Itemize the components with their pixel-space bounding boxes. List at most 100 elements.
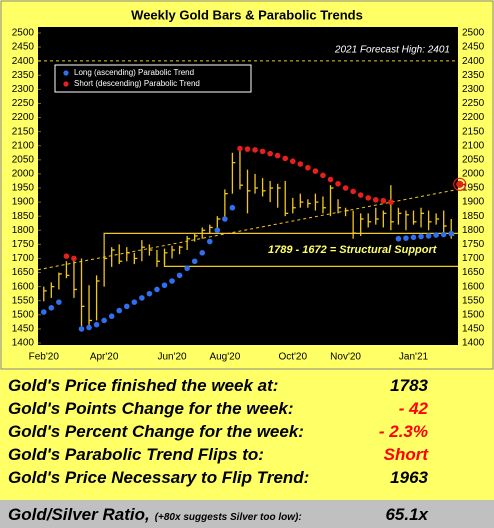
trend-dot <box>342 185 349 191</box>
price-bar <box>88 285 93 329</box>
y-tick-label: 2050 <box>12 154 35 165</box>
y-tick-label: 2000 <box>12 169 35 180</box>
trend-dot <box>335 180 341 187</box>
trend-dot <box>297 161 304 167</box>
stats-row: Gold/Silver Ratio, (+80x suggests Silver … <box>0 500 494 528</box>
trend-dot <box>312 168 319 174</box>
trend-dot <box>229 204 236 211</box>
y-tick-label-right: 1500 <box>462 309 485 320</box>
price-bar <box>443 210 447 236</box>
trend-dot <box>418 233 424 240</box>
price-bar <box>239 148 243 190</box>
y-tick-label-right: 2450 <box>462 42 485 53</box>
trend-dot <box>327 176 334 183</box>
support-top <box>103 232 458 254</box>
price-bar <box>171 245 176 259</box>
trend-dot <box>289 158 296 165</box>
y-tick-label: 2350 <box>12 70 35 81</box>
x-tick-label: Oct'20 <box>278 352 307 363</box>
price-bar <box>231 152 236 194</box>
trend-dot <box>169 278 175 284</box>
trend-dot <box>86 324 92 331</box>
price-bar <box>367 213 372 228</box>
trend-dot <box>350 188 356 195</box>
y-tick-label-right: 1600 <box>462 281 485 292</box>
y-tick-label-right: 2050 <box>462 154 485 165</box>
price-bar <box>65 261 70 279</box>
price-bar <box>50 282 55 298</box>
price-bar <box>224 189 228 219</box>
label-text: Gold's Percent Change for the week: <box>8 422 304 441</box>
y-tick-label-right: 2150 <box>462 126 485 137</box>
chart-title: Weekly Gold Bars & Parabolic Trends <box>131 7 363 22</box>
y-tick-label-right: 2200 <box>462 112 485 123</box>
trend-dot <box>56 299 62 305</box>
stats-value: 1963 <box>390 468 428 487</box>
y-tick-label: 2250 <box>12 98 35 109</box>
price-bar <box>261 178 266 197</box>
price-bar <box>344 207 349 217</box>
trend-dot <box>388 199 394 205</box>
trend-dot <box>372 197 379 203</box>
stats-value: - 42 <box>398 399 428 418</box>
trend-dot <box>403 235 409 241</box>
label-text: Gold's Price finished the week at: <box>8 376 279 395</box>
trend-dot <box>448 230 455 237</box>
price-bar <box>337 199 342 214</box>
price-bar <box>329 185 334 217</box>
stats-label: Gold/Silver Ratio, (+80x suggests Silver … <box>8 505 302 525</box>
flip-dot <box>456 180 464 188</box>
trend-dot <box>252 147 258 153</box>
stats-label: Gold's Points Change for the week: <box>8 399 294 419</box>
y-tick-label: 2150 <box>12 126 35 137</box>
price-bar <box>390 185 394 231</box>
x-tick-label: Apr'20 <box>90 352 119 363</box>
stats-label: Gold's Percent Change for the week: <box>8 422 304 442</box>
price-bar <box>292 197 296 214</box>
y-tick-label: 1550 <box>12 295 35 306</box>
trend-dot <box>154 286 160 293</box>
trend-dot <box>191 258 198 265</box>
x-tick-label: Jan'21 <box>399 352 429 363</box>
price-bar <box>73 257 77 298</box>
trend-dot <box>139 295 145 301</box>
y-tick-label-right: 2500 <box>462 28 485 39</box>
y-tick-label: 2400 <box>12 56 35 67</box>
trend-dot <box>199 250 206 256</box>
y-tick-label-right: 1650 <box>462 267 485 278</box>
price-bar <box>148 244 153 256</box>
y-tick-label-right: 1550 <box>462 295 485 306</box>
trend-dot <box>274 152 281 159</box>
trend-dot <box>259 148 266 155</box>
price-bar <box>141 240 145 262</box>
y-tick-label-right: 2000 <box>462 169 485 180</box>
legend-swatch <box>63 81 69 87</box>
price-bar <box>269 180 274 203</box>
trend-line <box>37 188 459 271</box>
y-tick-label: 1900 <box>12 197 35 208</box>
label-note: (+80x suggests Silver too low): <box>154 512 302 523</box>
y-tick-label: 1700 <box>12 253 35 264</box>
y-tick-label-right: 1700 <box>462 253 485 264</box>
trend-dot <box>48 304 55 311</box>
price-bar <box>397 207 402 225</box>
trend-dot <box>108 313 115 320</box>
price-bar <box>80 258 85 327</box>
trend-dot <box>365 195 372 201</box>
price-bar <box>352 210 357 239</box>
legend-box <box>54 64 252 93</box>
trend-dot <box>176 272 183 279</box>
price-bar <box>427 210 432 231</box>
price-bar <box>178 245 183 255</box>
y-tick-label: 2300 <box>12 84 35 95</box>
trend-dot <box>410 234 417 241</box>
trend-dot <box>146 290 153 297</box>
trend-dot <box>161 282 168 289</box>
price-bar <box>133 252 138 265</box>
price-bar <box>322 196 326 214</box>
y-tick-label: 1850 <box>12 211 35 222</box>
stats-label: Gold's Parabolic Trend Flips to: <box>8 445 264 465</box>
y-tick-label: 1650 <box>12 267 35 278</box>
price-bar <box>126 247 130 262</box>
